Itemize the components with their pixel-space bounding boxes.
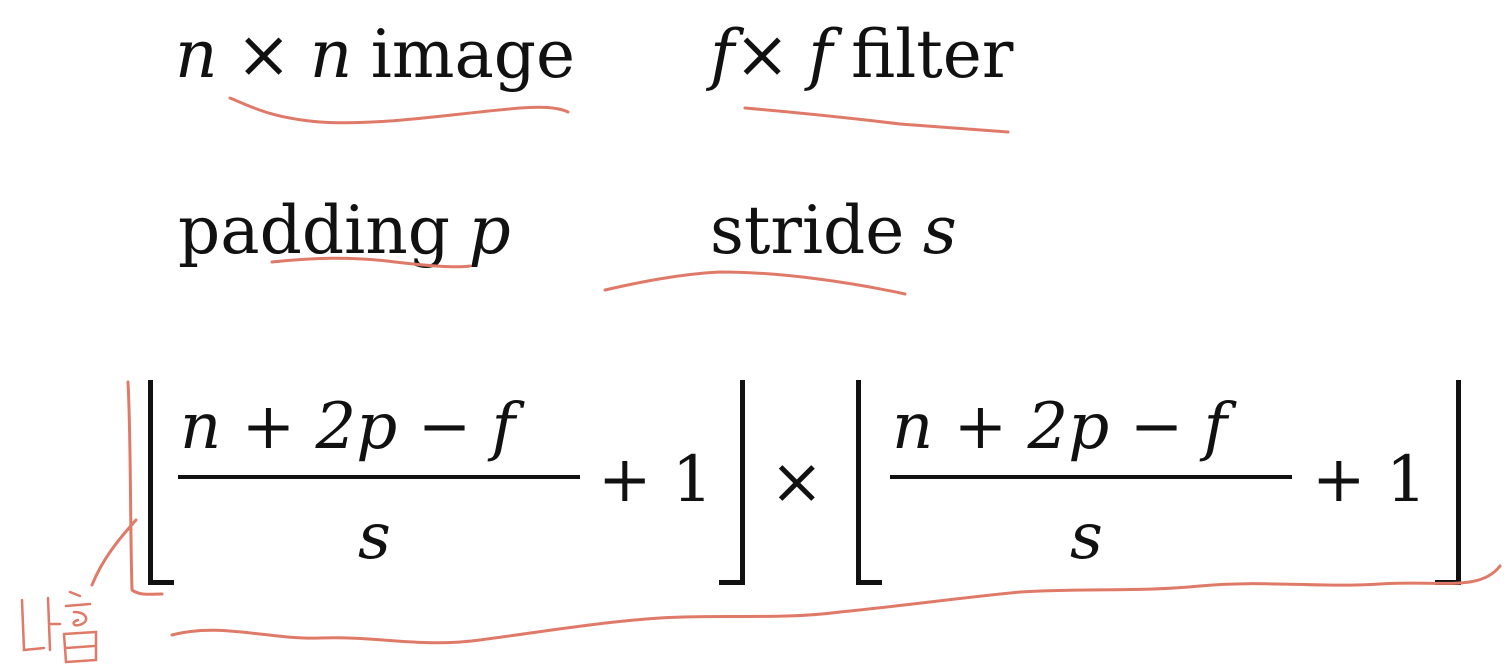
var-n: n [175, 16, 218, 93]
right-floor-bracket-close-foot [1435, 580, 1461, 585]
var-p: p [468, 192, 511, 269]
right-denominator: s [1070, 500, 1103, 574]
left-plus-one: + 1 [598, 443, 713, 517]
filter-word: filter [851, 16, 1014, 93]
left-floor-bracket-close-foot [719, 580, 745, 585]
left-numerator: n + 2p − f [180, 390, 516, 464]
left-denominator: s [358, 500, 391, 574]
left-floor-bracket-close-vertical [740, 380, 745, 584]
padding-word: padding [178, 192, 450, 269]
var-f: f [808, 16, 833, 93]
var-s: s [922, 192, 957, 269]
right-floor-bracket-close-vertical [1456, 380, 1461, 584]
right-numerator: n + 2p − f [892, 390, 1228, 464]
left-floor-bracket-open-foot [148, 580, 174, 585]
stride-label: stride s [710, 198, 957, 264]
times-symbol: × [734, 16, 790, 93]
right-floor-bracket-open-foot [856, 580, 882, 585]
right-fraction-bar [890, 475, 1292, 479]
left-fraction-bar [178, 475, 580, 479]
padding-label: padding p [178, 198, 511, 264]
right-floor-bracket-open-vertical [856, 380, 861, 584]
formula-times-symbol: × [770, 445, 824, 519]
var-f: f [710, 16, 735, 93]
filter-size-label: f× f filter [710, 22, 1013, 88]
right-plus-one: + 1 [1312, 443, 1427, 517]
image-word: image [370, 16, 576, 93]
left-floor-bracket-open-vertical [148, 380, 153, 584]
stride-word: stride [710, 192, 905, 269]
image-size-label: n × n image [175, 22, 575, 88]
times-symbol: × [235, 16, 292, 93]
var-n: n [309, 16, 353, 93]
